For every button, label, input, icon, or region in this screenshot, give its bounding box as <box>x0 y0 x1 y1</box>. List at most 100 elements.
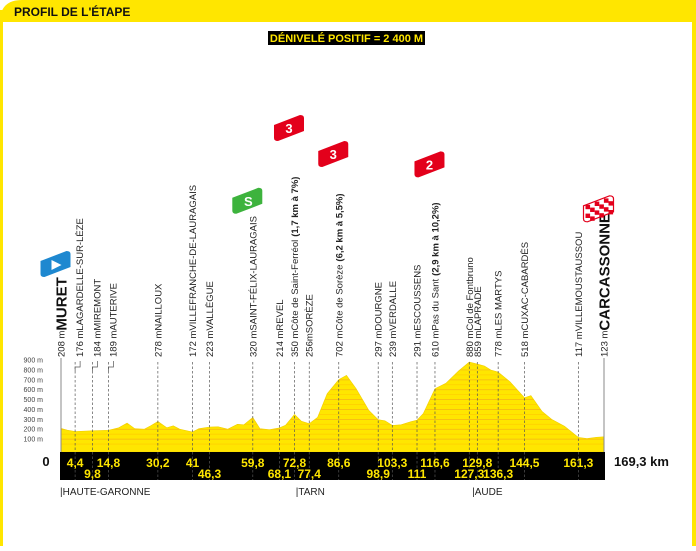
distance-band <box>60 452 605 480</box>
y-tick-label: 700 m <box>24 377 44 384</box>
waypoint-label: 320 mSAINT-FÉLIX-LAURAGAIS <box>248 216 259 357</box>
climb-category-icon: 2 <box>414 151 445 178</box>
waypoint-name: LES MARTYS <box>494 271 505 331</box>
waypoint-label: 350 mCôte de Saint-Ferréol (1,7 km à 7%) <box>290 177 301 357</box>
climb-detail: (1,7 km à 7%) <box>290 177 301 237</box>
waypoint-label: 117 mVILLEMOUSTAUSSOU <box>574 232 585 357</box>
km-label: 9,8 <box>84 467 101 481</box>
waypoint-name: SORÈZE <box>305 294 316 333</box>
km-label: 77,4 <box>298 467 322 481</box>
x-start-label: 0 <box>42 454 49 469</box>
waypoint-name: Côte de Sorèze <box>334 265 345 331</box>
climb-category: 2 <box>426 157 433 172</box>
waypoint-name: AUTERIVE <box>108 283 119 331</box>
km-label: 136,3 <box>483 467 513 481</box>
x-end-label: 169,3 km <box>614 454 669 469</box>
waypoint-label: 291 mESCOUSSENS <box>413 265 424 357</box>
waypoint-elevation: 880 m <box>465 331 476 357</box>
waypoint-name: CUXAC-CABARDÈS <box>520 242 531 331</box>
waypoint-connector <box>92 361 98 371</box>
region-label: |TARN <box>296 487 325 498</box>
waypoint-elevation: 123 m <box>600 331 611 357</box>
start-flag-icon <box>40 251 71 277</box>
header-title: PROFIL DE L'ÉTAPE <box>14 4 130 19</box>
waypoint-name: ESCOUSSENS <box>413 265 424 331</box>
y-tick-label: 600 m <box>24 387 44 394</box>
waypoint-label: 880 mCol de Fontbruno <box>465 257 476 357</box>
region-label: |AUDE <box>472 487 503 498</box>
waypoint-name: VERDALLE <box>388 281 399 331</box>
waypoint-elevation: 214 m <box>275 331 286 357</box>
svg-text:S: S <box>244 194 253 209</box>
climb-category: 3 <box>285 121 292 136</box>
waypoint-label: 184 mMIREMONT <box>92 279 103 357</box>
waypoint-elevation: 278 m <box>153 331 164 357</box>
km-label: 30,2 <box>146 456 170 470</box>
waypoint-name: VILLEFRANCHE-DE-LAURAGAIS <box>188 185 199 331</box>
region-label: |HAUTE-GARONNE <box>60 487 151 498</box>
waypoint-name: LAGARDELLE-SUR-LÈZE <box>75 218 86 330</box>
waypoint-elevation: 291 m <box>413 331 424 357</box>
waypoint-connector <box>108 361 114 371</box>
y-tick-label: 300 m <box>24 417 44 424</box>
waypoint-name: NAILLOUX <box>153 283 164 331</box>
waypoint-elevation: 184 m <box>92 331 103 357</box>
waypoint-name: SAINT-FÉLIX-LAURAGAIS <box>248 216 259 331</box>
waypoint-label: 610 mPas du Sant (2,9 km à 10,2%) <box>430 202 441 357</box>
waypoint-label: 297 mDOURGNE <box>374 282 385 357</box>
km-label: 103,3 <box>377 456 407 470</box>
waypoint-name: VALLÈGUE <box>205 281 216 330</box>
y-tick-label: 200 m <box>24 427 44 434</box>
km-label: 4,4 <box>67 456 84 470</box>
km-label: 144,5 <box>509 456 539 470</box>
km-label: 14,8 <box>97 456 121 470</box>
waypoint-name: VILLEMOUSTAUSSOU <box>574 232 585 332</box>
waypoint-elevation: 117 m <box>574 331 585 357</box>
climb-category-icon: 3 <box>318 141 349 167</box>
waypoint-label: 214 mREVEL <box>275 299 286 357</box>
y-tick-label: 100 m <box>24 437 44 444</box>
waypoint-elevation: 172 m <box>188 331 199 357</box>
climb-category-icon: 3 <box>273 115 304 141</box>
waypoint-name: Côte de Saint-Ferréol <box>290 240 301 331</box>
waypoint-elevation: 778 m <box>494 331 505 357</box>
waypoint-name: Pas du Sant <box>430 278 441 330</box>
waypoint-label: 223 mVALLÈGUE <box>205 281 216 357</box>
waypoint-label: 518 mCUXAC-CABARDÈS <box>520 242 531 357</box>
waypoint-connector <box>74 361 81 371</box>
waypoint-label: 859 mLAPRADE <box>473 286 484 357</box>
elevation-gain-badge <box>268 31 425 45</box>
waypoint-name: REVEL <box>275 299 286 330</box>
climb-category: 3 <box>330 147 337 162</box>
y-tick-label: 800 m <box>24 367 44 374</box>
km-label: 129,8 <box>462 456 492 470</box>
climb-detail: (6,2 km à 5,5%) <box>334 193 345 261</box>
waypoint-name: DOURGNE <box>374 282 385 331</box>
km-label: 161,3 <box>563 456 593 470</box>
km-label: 86,6 <box>327 456 351 470</box>
waypoint-name: CARCASSONNE <box>597 213 614 331</box>
waypoint-name: Col de Fontbruno <box>465 257 476 330</box>
waypoint-label: 189 mAUTERIVE <box>108 283 119 357</box>
finish-flag-icon <box>582 195 615 223</box>
km-label: 72,8 <box>283 456 307 470</box>
waypoint-elevation: 239 m <box>388 331 399 357</box>
km-label: 98,9 <box>367 467 391 481</box>
elevation-profile-line <box>60 361 605 453</box>
km-label: 46,3 <box>198 467 222 481</box>
waypoint-label: 778 mLES MARTYS <box>494 271 505 357</box>
km-label: 111 <box>408 467 427 481</box>
y-tick-label: 900 m <box>24 358 44 365</box>
waypoint-elevation: 189 m <box>108 331 119 357</box>
waypoint-name: MIREMONT <box>92 279 103 331</box>
waypoint-label: 702 mCôte de Sorèze (6,2 km à 5,5%) <box>334 193 345 357</box>
waypoint-elevation: 320 m <box>248 331 259 357</box>
km-label: 59,8 <box>241 456 265 470</box>
waypoint-label: 278 mNAILLOUX <box>153 283 164 357</box>
waypoint-elevation: 610 m <box>430 331 441 357</box>
waypoint-label: 208 mMURET <box>54 277 71 357</box>
waypoint-label: 256mSORÈZE <box>305 294 316 357</box>
waypoint-elevation: 208 m <box>57 331 68 357</box>
waypoint-label: 239 mVERDALLE <box>388 281 399 357</box>
